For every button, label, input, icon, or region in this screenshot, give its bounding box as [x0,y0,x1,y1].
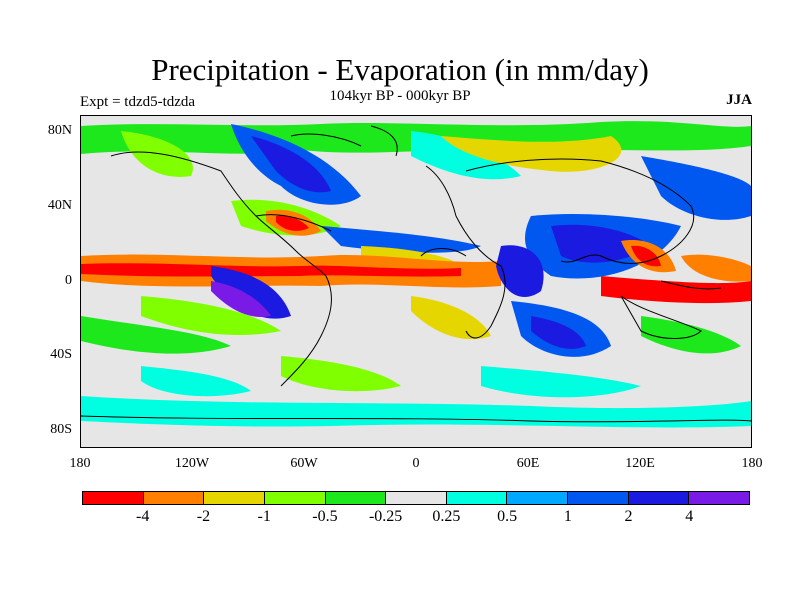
plot-subtitle: 104kyr BP - 000kyr BP [329,88,471,104]
colorbar-swatch [446,492,508,504]
colorbar-label: -1 [257,508,271,525]
lat-label-80n: 80N [47,123,72,138]
coastlines [81,125,751,423]
colorbar-swatch [143,492,205,504]
colorbar-label: -0.25 [368,508,403,525]
colorbar-swatch [689,492,750,504]
precip-field [81,121,751,428]
season-label: JJA [726,92,752,108]
lon-label-60w: 60W [290,456,318,471]
lat-label-80s: 80S [50,422,72,437]
experiment-label: Expt = tdzd5-tdzda [80,94,196,110]
colorbar-label: -2 [196,508,211,525]
lon-label-180e: 180 [741,456,763,471]
world-map [80,115,752,448]
colorbar-label: 0.25 [432,508,461,525]
colorbar-label: 2 [624,508,633,525]
map-canvas [81,121,751,428]
colorbar-swatch [204,492,265,504]
colorbar-swatch [386,492,447,504]
colorbar-swatch [264,492,326,504]
lon-label-60e: 60E [516,456,540,471]
colorbar-label: -4 [136,508,150,525]
colorbar-swatch [628,492,690,504]
lon-label-120e: 120E [625,456,655,471]
colorbar-swatch [507,492,569,504]
colorbar-swatch [325,492,387,504]
lon-label-180w: 180 [69,456,91,471]
lon-label-120w: 120W [174,456,210,471]
lon-label-0: 0 [412,456,420,471]
colorbar-label: 1 [563,508,572,525]
colorbar-swatch [83,492,144,504]
colorbar-label: 4 [685,508,694,525]
colorbar-label: -0.5 [312,508,338,525]
lat-label-0: 0 [65,273,72,288]
colorbar [82,491,750,505]
colorbar-swatch [568,492,629,504]
lat-label-40n: 40N [47,198,72,213]
plot-title: Precipitation - Evaporation (in mm/day) [151,52,649,87]
colorbar-label: 0.5 [497,508,518,525]
lat-label-40s: 40S [50,347,72,362]
